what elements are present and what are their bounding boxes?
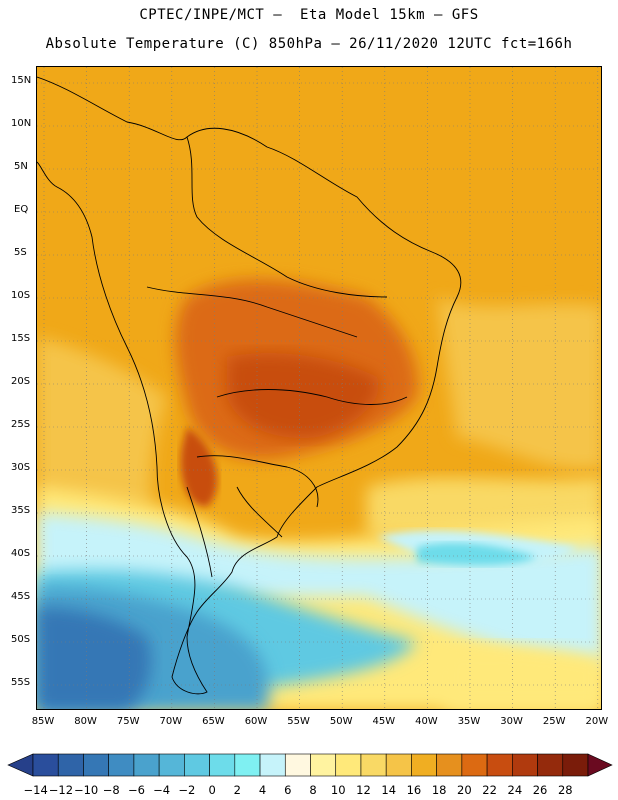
colorbar-segment [562, 753, 589, 777]
colorbar-segment [461, 753, 488, 777]
colorbar-segment [360, 753, 387, 777]
lon-tick-label: 80W [74, 716, 97, 727]
colorbar-tick-label: −6 [127, 783, 145, 797]
lat-tick-label: 5N [14, 161, 28, 172]
map-canvas [37, 67, 601, 709]
colorbar-tick-label: −4 [153, 783, 171, 797]
colorbar-tick-label: 16 [406, 783, 422, 797]
lat-tick-label: 20S [11, 376, 31, 387]
colorbar-tick-label: 28 [557, 783, 573, 797]
lon-tick-label: 25W [542, 716, 566, 727]
colorbar-tick-label: 0 [208, 783, 216, 797]
colorbar-tick-label: 2 [233, 783, 241, 797]
temperature-band-24-south [180, 427, 218, 507]
border-central [216, 389, 408, 405]
temperature-band-10-se [439, 645, 601, 709]
lat-tick-label: 5S [14, 247, 27, 258]
lon-tick-label: 85W [31, 716, 55, 727]
lat-tick-label: 30S [11, 462, 31, 473]
lat-tick-label: 15S [11, 333, 31, 344]
lon-tick-label: 50W [329, 716, 353, 727]
coastlines [37, 76, 462, 695]
lon-tick-label: 45W [372, 716, 396, 727]
colorbar-segment [284, 753, 311, 777]
lon-tick-label: 60W [244, 716, 268, 727]
colorbar-segment [335, 753, 362, 777]
colorbar-segment [32, 753, 59, 777]
lat-tick-label: 45S [11, 591, 31, 602]
colorbar-segment [512, 753, 538, 777]
colorbar-tick-label: 18 [431, 783, 447, 797]
colorbar-tick-label: −8 [102, 783, 120, 797]
colorbar-tick-label: −2 [178, 783, 196, 797]
lat-tick-label: 25S [11, 419, 31, 430]
lon-tick-label: 35W [457, 716, 481, 727]
map-subtitle: Absolute Temperature (C) 850hPa – 26/11/… [45, 36, 573, 52]
colorbar-tick-label: −14 [23, 783, 48, 797]
lat-tick-label: 10N [11, 118, 32, 129]
colorbar-segment [436, 753, 463, 777]
colorbar-segment [537, 753, 564, 777]
colorbar-segment [486, 753, 513, 777]
colorbar-tick-label: 8 [309, 783, 317, 797]
temperature-band-pacific-16 [37, 337, 167, 507]
colorbar-tick-label: −12 [48, 783, 74, 797]
lat-tick-label: 15N [11, 75, 32, 86]
colorbar-segment [411, 753, 437, 777]
colorbar-segment [57, 753, 84, 777]
temperature-band-0-core [417, 542, 537, 566]
lon-tick-label: 40W [415, 716, 438, 727]
border-argentina [236, 486, 283, 538]
colorbar-tick-label: 26 [532, 783, 548, 797]
temperature-band-24 [227, 353, 379, 438]
colorbar-tick-label: 6 [284, 783, 292, 797]
temperature-band-16 [437, 297, 601, 469]
lon-tick-label: 30W [500, 716, 523, 727]
colorbar-tick-label: 22 [482, 783, 497, 797]
lon-tick-label: 70W [159, 716, 183, 727]
border-south [196, 455, 319, 508]
border-andes [186, 486, 213, 578]
colorbar-segment [133, 753, 160, 777]
lat-tick-label: EQ [14, 204, 29, 215]
colorbar-tick-label: 14 [381, 783, 397, 797]
border-amazon [146, 286, 358, 338]
temperature-band-4 [37, 512, 601, 667]
colorbar-tick-label: 24 [507, 783, 523, 797]
colorbar-segment [108, 753, 135, 777]
continent-outline [37, 76, 462, 695]
lon-tick-label: 20W [585, 716, 609, 727]
lat-tick-label: 40S [11, 548, 31, 559]
colorbar-tick-label: 12 [356, 783, 371, 797]
temperature-map [36, 66, 602, 710]
lon-tick-label: 75W [116, 716, 140, 727]
lat-tick-label: 50S [11, 634, 31, 645]
colorbar [7, 753, 613, 777]
colorbar-segment [310, 753, 337, 777]
colorbar-tick-label: 20 [457, 783, 472, 797]
colorbar-max-arrow [587, 753, 613, 777]
temperature-band-minus10 [37, 607, 151, 709]
graticule [37, 67, 601, 709]
colorbar-tick-label: −10 [73, 783, 99, 797]
colorbar-segment [184, 753, 210, 777]
colorbar-segment [209, 753, 236, 777]
colorbar-segment [158, 753, 185, 777]
colorbar-min-arrow [7, 753, 34, 777]
lat-tick-label: 10S [11, 290, 31, 301]
colorbar-segment [259, 753, 286, 777]
colorbar-tick-label: 4 [258, 783, 267, 797]
map-title: CPTEC/INPE/MCT – Eta Model 15km – GFS [139, 7, 479, 23]
colorbar-tick-label: 10 [330, 783, 346, 797]
colorbar-segment [234, 753, 261, 777]
colorbar-segment [83, 753, 109, 777]
lat-tick-label: 35S [11, 505, 31, 516]
colorbar-segment [385, 753, 412, 777]
lat-tick-label: 55S [11, 677, 31, 688]
lon-tick-label: 55W [287, 716, 310, 727]
border-north [186, 136, 388, 298]
lon-tick-label: 65W [202, 716, 225, 727]
